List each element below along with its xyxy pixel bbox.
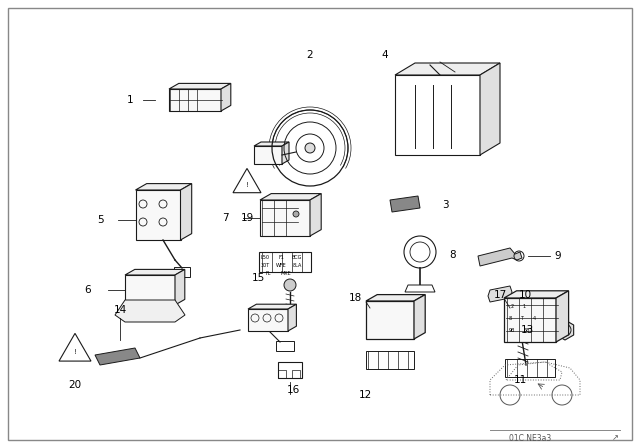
Polygon shape — [136, 184, 192, 190]
Text: 18: 18 — [348, 293, 362, 303]
Text: 6: 6 — [84, 285, 92, 295]
Text: 8: 8 — [508, 315, 511, 320]
Text: 7: 7 — [221, 213, 228, 223]
Polygon shape — [95, 348, 140, 365]
Bar — [278, 370, 286, 378]
Polygon shape — [288, 304, 296, 331]
Text: 1: 1 — [522, 303, 525, 309]
Polygon shape — [366, 295, 425, 301]
Text: 15: 15 — [252, 273, 264, 283]
Bar — [278, 362, 302, 378]
Text: 19: 19 — [241, 213, 253, 223]
Bar — [259, 252, 311, 272]
Text: FL: FL — [265, 271, 271, 276]
Bar — [276, 341, 294, 351]
Polygon shape — [180, 184, 192, 240]
Text: 14: 14 — [113, 305, 127, 315]
Polygon shape — [478, 248, 522, 266]
Text: F1: F1 — [278, 254, 284, 259]
Circle shape — [559, 324, 571, 336]
Polygon shape — [366, 301, 414, 339]
Text: 4: 4 — [381, 50, 388, 60]
Text: 30T: 30T — [260, 263, 269, 267]
Bar — [292, 370, 300, 378]
Polygon shape — [480, 63, 500, 155]
Text: MXE: MXE — [280, 271, 291, 276]
Polygon shape — [395, 75, 480, 155]
Text: 8LA: 8LA — [292, 263, 301, 267]
Polygon shape — [125, 275, 175, 305]
Text: ↗: ↗ — [611, 434, 618, 443]
Circle shape — [293, 211, 299, 217]
Polygon shape — [395, 63, 500, 75]
Polygon shape — [504, 298, 556, 342]
Text: 4: 4 — [532, 315, 536, 320]
Bar — [505, 359, 555, 377]
Text: 11: 11 — [513, 375, 527, 385]
Polygon shape — [115, 300, 185, 322]
Circle shape — [518, 321, 526, 329]
Text: BCG: BCG — [292, 254, 302, 259]
Circle shape — [305, 143, 315, 153]
Text: 10: 10 — [518, 290, 532, 300]
Text: !: ! — [74, 349, 76, 355]
Polygon shape — [254, 146, 282, 164]
Polygon shape — [504, 291, 568, 298]
Polygon shape — [405, 285, 435, 292]
Text: 9B: 9B — [509, 327, 515, 332]
Polygon shape — [310, 194, 321, 236]
Polygon shape — [136, 190, 180, 240]
Polygon shape — [282, 142, 289, 164]
Text: T: T — [520, 315, 524, 320]
Polygon shape — [169, 83, 231, 89]
Polygon shape — [260, 194, 321, 200]
Text: 3: 3 — [442, 200, 448, 210]
Polygon shape — [248, 309, 288, 331]
Bar — [174, 267, 190, 277]
Text: L50: L50 — [260, 254, 269, 259]
Text: 6B7: 6B7 — [523, 327, 533, 332]
Polygon shape — [233, 168, 261, 193]
Polygon shape — [414, 295, 425, 339]
Polygon shape — [260, 200, 310, 236]
Bar — [366, 351, 414, 369]
Text: 16: 16 — [286, 385, 300, 395]
Polygon shape — [254, 142, 289, 146]
Polygon shape — [488, 286, 512, 302]
Polygon shape — [175, 269, 185, 305]
Polygon shape — [59, 333, 91, 361]
Polygon shape — [221, 83, 231, 111]
Polygon shape — [169, 89, 221, 111]
Text: 13: 13 — [520, 325, 534, 335]
Text: 1: 1 — [127, 95, 133, 105]
Text: !: ! — [246, 182, 248, 188]
Text: WFE: WFE — [276, 263, 286, 267]
Text: 2: 2 — [511, 303, 513, 309]
Circle shape — [284, 279, 296, 291]
Text: 12: 12 — [358, 390, 372, 400]
Text: 9: 9 — [555, 251, 561, 261]
Text: 2: 2 — [307, 50, 314, 60]
Polygon shape — [390, 196, 420, 212]
Text: 01C NE3a3: 01C NE3a3 — [509, 434, 551, 443]
Polygon shape — [556, 291, 568, 342]
Text: 8: 8 — [450, 250, 456, 260]
Text: 17: 17 — [493, 290, 507, 300]
Text: 20: 20 — [68, 380, 81, 390]
Polygon shape — [125, 269, 185, 275]
Polygon shape — [248, 304, 296, 309]
Text: 5: 5 — [97, 215, 103, 225]
